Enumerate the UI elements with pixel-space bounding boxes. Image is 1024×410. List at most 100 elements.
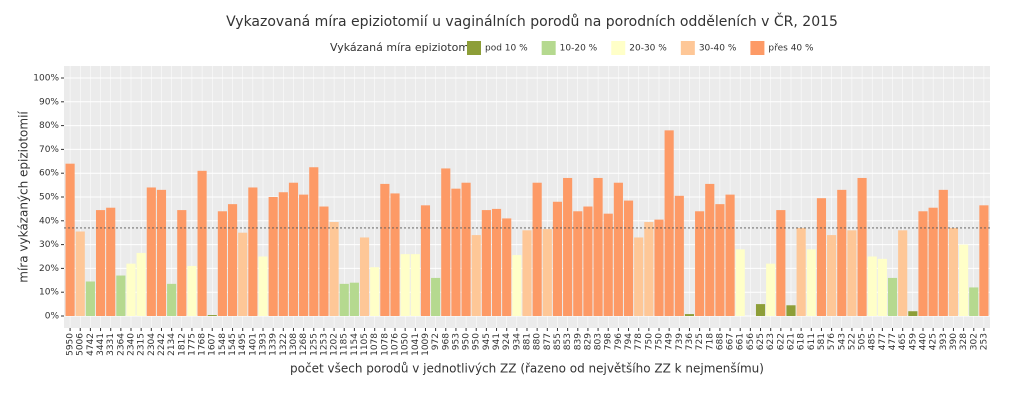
x-tick-label: 877	[543, 333, 553, 350]
bar	[542, 229, 552, 316]
bar	[248, 187, 258, 316]
x-tick-label: 2315	[137, 333, 147, 356]
bar	[177, 210, 187, 316]
x-tick-label: 1607	[208, 333, 218, 356]
x-tick-label: 667	[726, 333, 736, 350]
legend-swatch	[467, 41, 481, 55]
x-tick-label: 739	[675, 333, 685, 350]
x-tick-label: 3441	[96, 333, 106, 356]
bar	[217, 211, 227, 316]
bar	[532, 182, 542, 316]
bar	[400, 254, 410, 316]
bar	[948, 227, 959, 316]
bar	[755, 304, 766, 316]
x-tick-label: 576	[827, 333, 837, 350]
x-tick-label: 968	[441, 333, 451, 350]
bar	[877, 258, 887, 316]
x-tick-label: 623	[766, 333, 776, 350]
x-tick-label: 1185	[340, 333, 350, 356]
x-tick-label: 1812	[177, 333, 187, 356]
bar	[390, 193, 400, 316]
bar	[684, 314, 695, 316]
bar	[634, 237, 644, 316]
bar	[380, 183, 390, 316]
x-tick-label: 522	[847, 333, 857, 350]
bar	[481, 210, 491, 316]
x-tick-label: 750	[654, 333, 664, 350]
x-tick-label: 1308	[289, 333, 299, 356]
bar	[502, 218, 512, 316]
x-tick-label: 1545	[228, 333, 238, 356]
x-tick-label: 477	[878, 333, 888, 350]
bar	[471, 235, 481, 316]
x-tick-label: 945	[482, 333, 492, 350]
legend-swatch	[750, 41, 765, 55]
x-tick-label: 853	[563, 333, 573, 350]
bar	[715, 204, 725, 316]
x-tick-label: 736	[685, 333, 695, 350]
x-tick-label: 778	[634, 333, 644, 350]
x-tick-label: 425	[929, 333, 939, 350]
bar	[238, 232, 248, 316]
bar	[837, 189, 847, 316]
y-tick-label: 70%	[39, 145, 59, 155]
bar	[227, 204, 238, 316]
x-tick-label: 718	[705, 333, 715, 350]
x-tick-label: 1041	[411, 333, 421, 356]
x-tick-label: 625	[756, 333, 766, 350]
y-tick-label: 10%	[39, 288, 59, 298]
x-tick-label: 543	[837, 333, 847, 350]
x-tick-label: 725	[695, 333, 705, 350]
bar	[410, 254, 420, 316]
bar	[431, 277, 441, 316]
x-tick-label: 581	[817, 333, 827, 350]
bar	[603, 213, 613, 316]
x-axis-title: počet všech porodů v jednotlivých ZZ (řa…	[290, 362, 764, 376]
bar	[65, 163, 75, 316]
x-tick-label: 3331	[106, 333, 116, 356]
bar	[126, 263, 136, 316]
bar	[370, 267, 380, 316]
bar	[451, 188, 461, 316]
bar	[654, 219, 664, 316]
bar	[268, 197, 278, 316]
bar	[522, 230, 532, 316]
bar	[583, 206, 593, 316]
legend-label: přes 40 %	[768, 44, 814, 54]
bar	[95, 210, 106, 316]
bar	[816, 198, 827, 316]
x-tick-label: 611	[807, 333, 817, 350]
bar	[969, 287, 979, 316]
x-tick-label: 4742	[86, 333, 96, 356]
x-tick-label: 924	[502, 333, 512, 350]
legend-swatch	[541, 41, 556, 55]
bar	[979, 205, 989, 316]
x-tick-label: 622	[776, 333, 786, 350]
bar	[735, 249, 745, 316]
bar	[664, 130, 674, 316]
x-tick-label: 1768	[198, 333, 208, 356]
bar	[288, 182, 299, 316]
bar	[116, 275, 126, 316]
bar	[705, 183, 715, 316]
x-tick-label: 1009	[421, 333, 431, 356]
bar	[695, 211, 705, 316]
x-tick-label: 839	[573, 333, 583, 350]
x-tick-label: 881	[523, 333, 533, 350]
bar	[85, 281, 95, 316]
x-tick-label: 2242	[157, 333, 167, 356]
x-tick-label: 934	[512, 333, 522, 350]
bar	[613, 182, 623, 316]
x-tick-label: 485	[868, 333, 878, 350]
x-tick-label: 1050	[401, 333, 411, 356]
x-tick-label: 1202	[330, 333, 340, 356]
x-tick-label: 5950	[66, 333, 76, 356]
bar	[674, 195, 684, 316]
bar	[918, 211, 928, 316]
x-tick-label: 880	[533, 333, 543, 350]
legend-swatch	[611, 41, 626, 55]
x-tick-label: 459	[908, 333, 918, 350]
y-tick-label: 20%	[39, 264, 59, 274]
x-tick-label: 796	[614, 333, 624, 350]
